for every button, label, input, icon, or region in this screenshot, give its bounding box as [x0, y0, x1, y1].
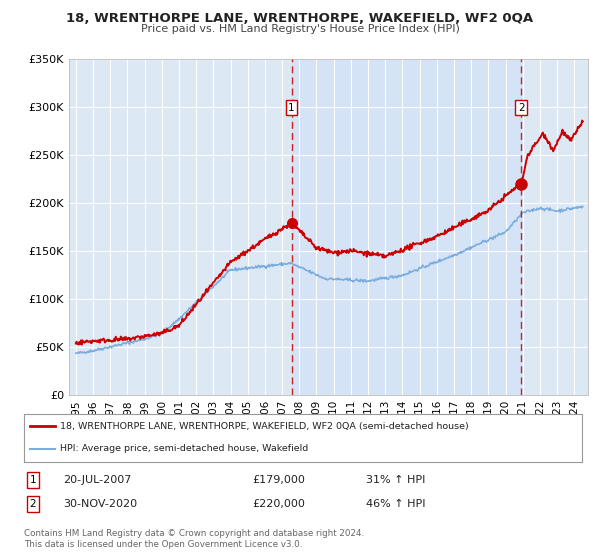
Text: 18, WRENTHORPE LANE, WRENTHORPE, WAKEFIELD, WF2 0QA: 18, WRENTHORPE LANE, WRENTHORPE, WAKEFIE…	[67, 12, 533, 25]
Text: HPI: Average price, semi-detached house, Wakefield: HPI: Average price, semi-detached house,…	[60, 444, 308, 453]
Bar	[292, 59, 521, 395]
Text: This data is licensed under the Open Government Licence v3.0.: This data is licensed under the Open Gov…	[24, 540, 302, 549]
Text: £220,000: £220,000	[252, 499, 305, 509]
Text: Price paid vs. HM Land Registry's House Price Index (HPI): Price paid vs. HM Land Registry's House …	[140, 24, 460, 34]
Text: 18, WRENTHORPE LANE, WRENTHORPE, WAKEFIELD, WF2 0QA (semi-detached house): 18, WRENTHORPE LANE, WRENTHORPE, WAKEFIE…	[60, 422, 469, 431]
Text: 46% ↑ HPI: 46% ↑ HPI	[366, 499, 425, 509]
Text: Contains HM Land Registry data © Crown copyright and database right 2024.: Contains HM Land Registry data © Crown c…	[24, 529, 364, 538]
Text: 2: 2	[29, 499, 37, 509]
Text: 31% ↑ HPI: 31% ↑ HPI	[366, 475, 425, 485]
Text: 20-JUL-2007: 20-JUL-2007	[63, 475, 131, 485]
Text: £179,000: £179,000	[252, 475, 305, 485]
Text: 1: 1	[288, 102, 295, 113]
Text: 2: 2	[518, 102, 524, 113]
Text: 30-NOV-2020: 30-NOV-2020	[63, 499, 137, 509]
Text: 1: 1	[29, 475, 37, 485]
